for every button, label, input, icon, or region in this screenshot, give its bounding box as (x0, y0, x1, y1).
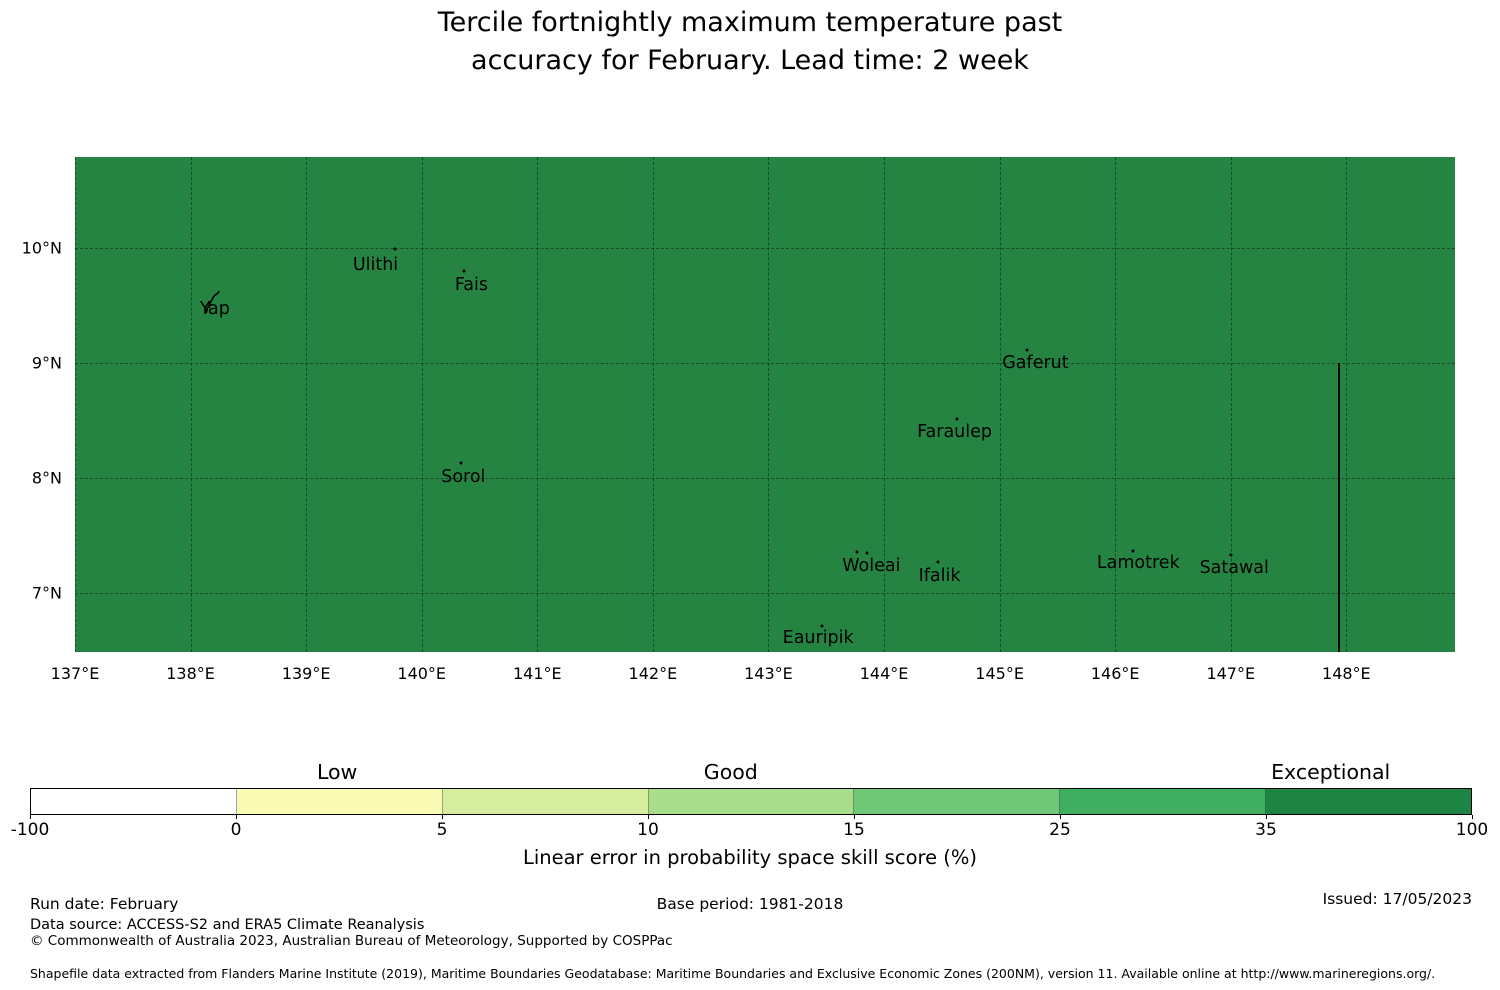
island-label-ulithi: Ulithi (352, 255, 399, 276)
meridian-gridline (421, 157, 423, 652)
island-label-gaferut: Gaferut (1002, 353, 1069, 374)
x-axis-tick-label: 137°E (50, 664, 100, 683)
island-label-ifalik: Ifalik (918, 566, 961, 587)
island-dot-ulithi-icon (393, 247, 397, 251)
colorbar-category-labels: Low Good Exceptional (30, 758, 1472, 784)
page-title: Tercile fortnightly maximum temperature … (0, 4, 1500, 80)
x-axis-tick-label: 146°E (1090, 664, 1140, 683)
meridian-gridline (306, 157, 308, 652)
colorbar-tick-mark (30, 815, 31, 819)
colorbar-tick-label: 5 (436, 820, 448, 840)
x-axis-tick-label: 142°E (628, 664, 678, 683)
y-axis-tick-label: 10°N (21, 238, 62, 258)
colorbar-segment-35-to-100 (1266, 789, 1472, 814)
x-axis-tick-label: 143°E (744, 664, 793, 683)
meridian-gridline (884, 157, 886, 652)
island-label-lamotrek: Lamotrek (1096, 553, 1180, 574)
map-panel: Yap Ulithi Fais Gaferut Faraulep Sorol Woleai I… (75, 157, 1455, 652)
copyright-text: © Commonwealth of Australia 2023, Austra… (30, 933, 673, 949)
x-axis-tick-label: 144°E (859, 664, 909, 683)
colorbar-segment-5-to-10 (442, 789, 649, 814)
island-label-woleai: Woleai (842, 555, 901, 576)
y-axis-tick-label: 7°N (31, 583, 62, 603)
colorbar-segment-0-to-5 (236, 789, 443, 814)
island-dot-fais-icon (462, 269, 466, 273)
y-axis-tick-label: 9°N (31, 353, 62, 373)
parallel-gridline (75, 247, 1455, 249)
x-axis-tick-label: 148°E (1322, 664, 1371, 683)
x-axis-tick-label: 141°E (512, 664, 562, 683)
island-dot-sorol-icon (459, 461, 463, 465)
colorbar-tick-mark (442, 815, 443, 819)
island-label-yap: Yap (199, 298, 230, 319)
x-axis-tick-label: 145°E (975, 664, 1024, 683)
colorbar-segment-25-to-35 (1060, 789, 1267, 814)
colorbar-segment-10-to-15 (648, 789, 855, 814)
meridian-gridline (1230, 157, 1232, 652)
y-axis-tick-labels: 10°N 9°N 8°N 7°N (0, 157, 62, 652)
island-dot-woleai-icon (865, 551, 869, 555)
x-axis-tick-label: 147°E (1206, 664, 1256, 683)
colorbar-category-low: Low (316, 760, 358, 784)
x-axis-tick-label: 140°E (397, 664, 447, 683)
island-dot-faraulep-icon (955, 417, 959, 421)
parallel-gridline (75, 363, 1455, 365)
island-dot-satawal-icon (1229, 553, 1233, 557)
colorbar-category-exceptional: Exceptional (1271, 760, 1391, 784)
colorbar-tick-label: 15 (843, 820, 865, 840)
colorbar-tick-mark (1266, 815, 1267, 819)
meridian-gridline (190, 157, 192, 652)
x-axis-tick-labels: 137°E 138°E 139°E 140°E 141°E 142°E 143°E 144°E… (51, 664, 1455, 686)
colorbar-tick-mark (236, 815, 237, 819)
shapefile-attribution-text: Shapefile data extracted from Flanders M… (30, 966, 1436, 981)
meridian-gridline (537, 157, 539, 652)
island-dot-eauripik-icon (820, 624, 824, 628)
y-axis-tick-label: 8°N (31, 468, 62, 488)
colorbar (30, 788, 1472, 815)
colorbar-tick-label: 35 (1255, 820, 1277, 840)
eez-boundary-line (1338, 363, 1341, 652)
yap-island-outline-icon (204, 290, 222, 315)
colorbar-tick-label: 0 (230, 820, 242, 840)
title-line-2: accuracy for February. Lead time: 2 week (471, 45, 1029, 76)
colorbar-axis-label: Linear error in probability space skill … (522, 846, 978, 869)
parallel-gridline (75, 478, 1455, 480)
base-period-text: Base period: 1981-2018 (656, 895, 844, 913)
parallel-gridline (75, 593, 1455, 595)
colorbar-tick-label: 10 (637, 820, 659, 840)
colorbar-segment--100-to-0 (31, 789, 237, 814)
meridian-gridline (652, 157, 654, 652)
island-dot-ifalik-icon (936, 560, 940, 564)
island-label-eauripik: Eauripik (782, 628, 854, 649)
colorbar-tick-labels: -100 0 5 10 15 25 35 100 (11, 814, 1488, 844)
colorbar-category-good: Good (703, 760, 758, 784)
meridian-gridline (999, 157, 1001, 652)
meridian-gridline (1346, 157, 1348, 652)
issued-date-text: Issued: 17/05/2023 (1322, 890, 1472, 908)
colorbar-tick-mark (648, 815, 649, 819)
run-date-text: Run date: February (30, 895, 179, 913)
island-label-sorol: Sorol (441, 467, 486, 488)
x-axis-tick-label: 138°E (166, 664, 215, 683)
colorbar-tick-label: -100 (10, 820, 50, 840)
colorbar-tick-mark (1060, 815, 1061, 819)
colorbar-tick-label: 100 (1455, 820, 1489, 840)
meridian-gridline (75, 157, 76, 652)
island-label-satawal: Satawal (1199, 557, 1269, 578)
island-dot-gaferut-icon (1025, 348, 1029, 352)
island-label-fais: Fais (454, 274, 489, 295)
meridian-gridline (1115, 157, 1117, 652)
island-label-faraulep: Faraulep (917, 422, 993, 443)
title-line-1: Tercile fortnightly maximum temperature … (437, 7, 1063, 38)
island-dot-lamotrek-icon (1131, 549, 1135, 553)
colorbar-tick-label: 25 (1049, 820, 1071, 840)
colorbar-tick-mark (1472, 815, 1473, 819)
colorbar-segment-15-to-25 (854, 789, 1061, 814)
island-dot-woleai-icon (855, 550, 859, 554)
x-axis-tick-label: 139°E (281, 664, 331, 683)
meridian-gridline (768, 157, 770, 652)
data-source-text: Data source: ACCESS-S2 and ERA5 Climate … (30, 917, 425, 933)
colorbar-tick-mark (854, 815, 855, 819)
